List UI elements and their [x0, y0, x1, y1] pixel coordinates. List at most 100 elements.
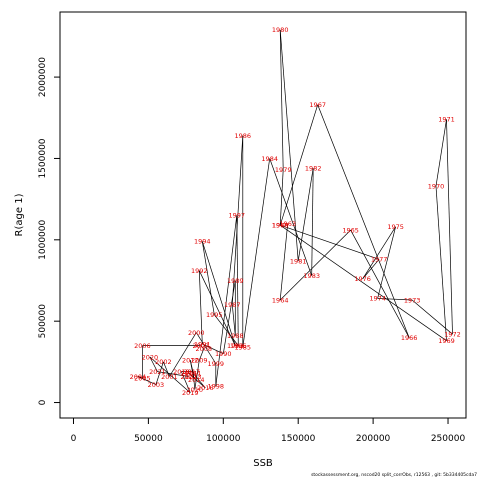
x-tick-label: 100000: [206, 434, 241, 444]
series-segment: [280, 224, 380, 260]
point-label: 2003: [148, 381, 165, 389]
series-segment: [157, 371, 189, 377]
point-label: 2021: [149, 368, 166, 376]
point-label: 1990: [215, 350, 232, 358]
point-label: 1969: [438, 337, 455, 345]
series-segment: [194, 360, 200, 390]
point-label: 1986: [235, 132, 252, 140]
x-tick-label: 150000: [281, 434, 316, 444]
point-label: 1984: [261, 155, 278, 163]
series-segment: [201, 241, 215, 315]
series-segment: [280, 224, 447, 341]
footer-note: stockassessment.org, nscod20 split_corrO…: [311, 473, 477, 478]
series-segment: [222, 280, 236, 354]
y-tick-label: 1500000: [38, 138, 48, 178]
point-label: 1974: [369, 295, 386, 303]
point-labels: 1963 1964 1965 1966 1967 1968 1969 1970 1971 1972…: [130, 26, 461, 397]
series-lines: [137, 29, 453, 394]
series-segment: [198, 270, 236, 346]
point-label: 1975: [387, 223, 404, 231]
series-segment: [279, 169, 284, 226]
series-segment: [317, 104, 410, 338]
series-segment: [169, 332, 197, 377]
point-label: 1981: [290, 257, 307, 265]
point-label: 1977: [371, 256, 388, 264]
series-segment: [297, 168, 314, 262]
x-tick-label: 0: [71, 434, 77, 444]
series-segment: [137, 376, 143, 379]
point-label: 1989: [227, 277, 244, 285]
point-label: 1968: [272, 222, 289, 230]
point-label: 2005: [134, 374, 151, 382]
point-label: 1976: [354, 275, 371, 283]
point-label: 2015: [181, 370, 198, 378]
series-segment: [181, 371, 191, 393]
series-segment: [231, 135, 244, 305]
series-segment: [411, 299, 453, 335]
series-segment: [149, 356, 191, 394]
y-axis: 0 500000 1000000 1500000 2000000: [38, 57, 61, 405]
point-label: 1978: [272, 222, 289, 230]
series-segment: [188, 373, 206, 389]
point-label: 2004: [130, 373, 147, 381]
series-segment: [279, 29, 299, 262]
series-segment: [198, 348, 205, 361]
series-segment: [435, 186, 447, 341]
point-label: 1992: [191, 267, 208, 275]
series-segment: [311, 168, 314, 276]
series-segment: [446, 119, 453, 335]
series-segment: [350, 229, 410, 338]
point-label: 1988: [227, 332, 244, 340]
point-label: 1979: [275, 166, 292, 174]
y-axis-title: R(age 1): [14, 193, 25, 236]
point-label: 2017: [184, 368, 201, 376]
x-tick-label: 50000: [134, 434, 163, 444]
series-segment: [242, 158, 271, 348]
series-segment: [201, 241, 236, 346]
point-label: 1985: [235, 344, 252, 352]
point-label: 1970: [428, 182, 445, 190]
series-segment: [196, 332, 217, 364]
series-segment: [435, 119, 447, 187]
series-segment: [215, 215, 238, 387]
point-label: 2009: [191, 357, 208, 365]
point-label: 2007: [193, 342, 210, 350]
point-label: 1995: [206, 311, 223, 319]
x-axis-title: SSB: [253, 458, 273, 469]
point-label: 2018: [173, 368, 190, 376]
plot-frame: [59, 11, 467, 419]
point-label: 1994: [194, 238, 211, 246]
series-segment: [214, 314, 239, 346]
y-tick-label: 2000000: [38, 57, 48, 97]
point-label: 2006: [134, 342, 151, 350]
point-label: 1963: [279, 220, 296, 228]
point-label: 1980: [272, 26, 289, 34]
series-segment: [377, 298, 413, 301]
y-tick-label: 500000: [38, 304, 48, 339]
series-segment: [236, 215, 239, 346]
point-label: 1982: [305, 165, 322, 173]
point-label: 2013: [185, 373, 202, 381]
series-segment: [191, 371, 206, 389]
point-label: 1983: [303, 272, 320, 280]
y-tick-label: 1000000: [38, 219, 48, 259]
point-label: 1993: [227, 342, 244, 350]
point-label: 1971: [438, 116, 455, 124]
point-label: 2001: [161, 373, 178, 381]
point-label: 1965: [342, 226, 359, 234]
series-segment: [163, 361, 170, 377]
point-label: 1999: [208, 360, 225, 368]
point-label: 2012: [182, 357, 199, 365]
series-segment: [231, 304, 236, 336]
x-axis: 0 50000 100000 150000 200000 250000: [71, 417, 465, 444]
series-segment: [198, 270, 203, 345]
series-segment: [279, 223, 289, 301]
point-label: 1972: [444, 331, 461, 339]
point-label: 2020: [142, 353, 159, 361]
series-segment: [279, 229, 351, 301]
series-segment: [269, 158, 313, 276]
point-label: 1998: [208, 383, 225, 391]
point-label: 2014: [188, 376, 205, 384]
series-segment: [279, 29, 284, 170]
